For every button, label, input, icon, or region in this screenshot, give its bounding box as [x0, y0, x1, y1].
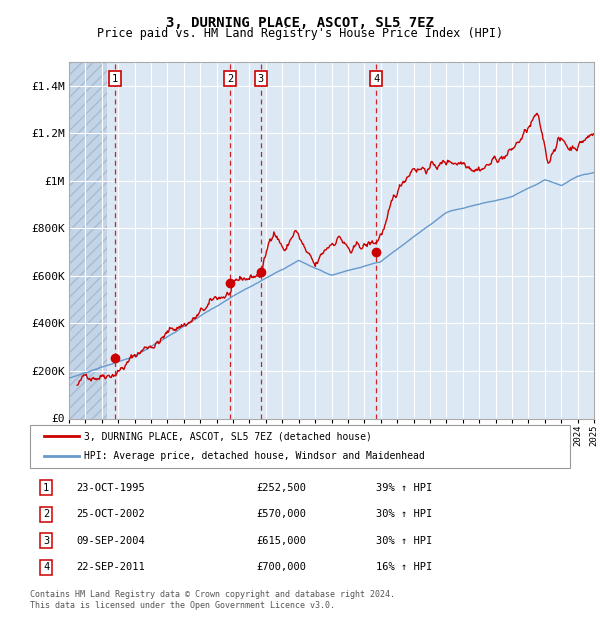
Text: 1: 1 [43, 482, 49, 493]
Text: 30% ↑ HPI: 30% ↑ HPI [376, 509, 432, 519]
Text: 4: 4 [373, 74, 379, 84]
Text: 30% ↑ HPI: 30% ↑ HPI [376, 536, 432, 546]
Text: 23-OCT-1995: 23-OCT-1995 [76, 482, 145, 493]
Text: Price paid vs. HM Land Registry's House Price Index (HPI): Price paid vs. HM Land Registry's House … [97, 27, 503, 40]
Text: £615,000: £615,000 [257, 536, 307, 546]
Text: £570,000: £570,000 [257, 509, 307, 519]
Text: £700,000: £700,000 [257, 562, 307, 572]
Text: 2: 2 [227, 74, 233, 84]
Text: 09-SEP-2004: 09-SEP-2004 [76, 536, 145, 546]
Text: 16% ↑ HPI: 16% ↑ HPI [376, 562, 432, 572]
Text: £252,500: £252,500 [257, 482, 307, 493]
Text: 39% ↑ HPI: 39% ↑ HPI [376, 482, 432, 493]
Text: 3, DURNING PLACE, ASCOT, SL5 7EZ (detached house): 3, DURNING PLACE, ASCOT, SL5 7EZ (detach… [84, 432, 372, 441]
Text: Contains HM Land Registry data © Crown copyright and database right 2024.
This d: Contains HM Land Registry data © Crown c… [30, 590, 395, 609]
Text: 2: 2 [43, 509, 49, 519]
Bar [69, 62, 107, 419]
Text: 1: 1 [112, 74, 118, 84]
Text: 4: 4 [43, 562, 49, 572]
Text: HPI: Average price, detached house, Windsor and Maidenhead: HPI: Average price, detached house, Wind… [84, 451, 425, 461]
Text: 25-OCT-2002: 25-OCT-2002 [76, 509, 145, 519]
Text: 3: 3 [43, 536, 49, 546]
Text: 22-SEP-2011: 22-SEP-2011 [76, 562, 145, 572]
FancyBboxPatch shape [30, 425, 570, 468]
Text: 3, DURNING PLACE, ASCOT, SL5 7EZ: 3, DURNING PLACE, ASCOT, SL5 7EZ [166, 16, 434, 30]
Text: 3: 3 [257, 74, 264, 84]
